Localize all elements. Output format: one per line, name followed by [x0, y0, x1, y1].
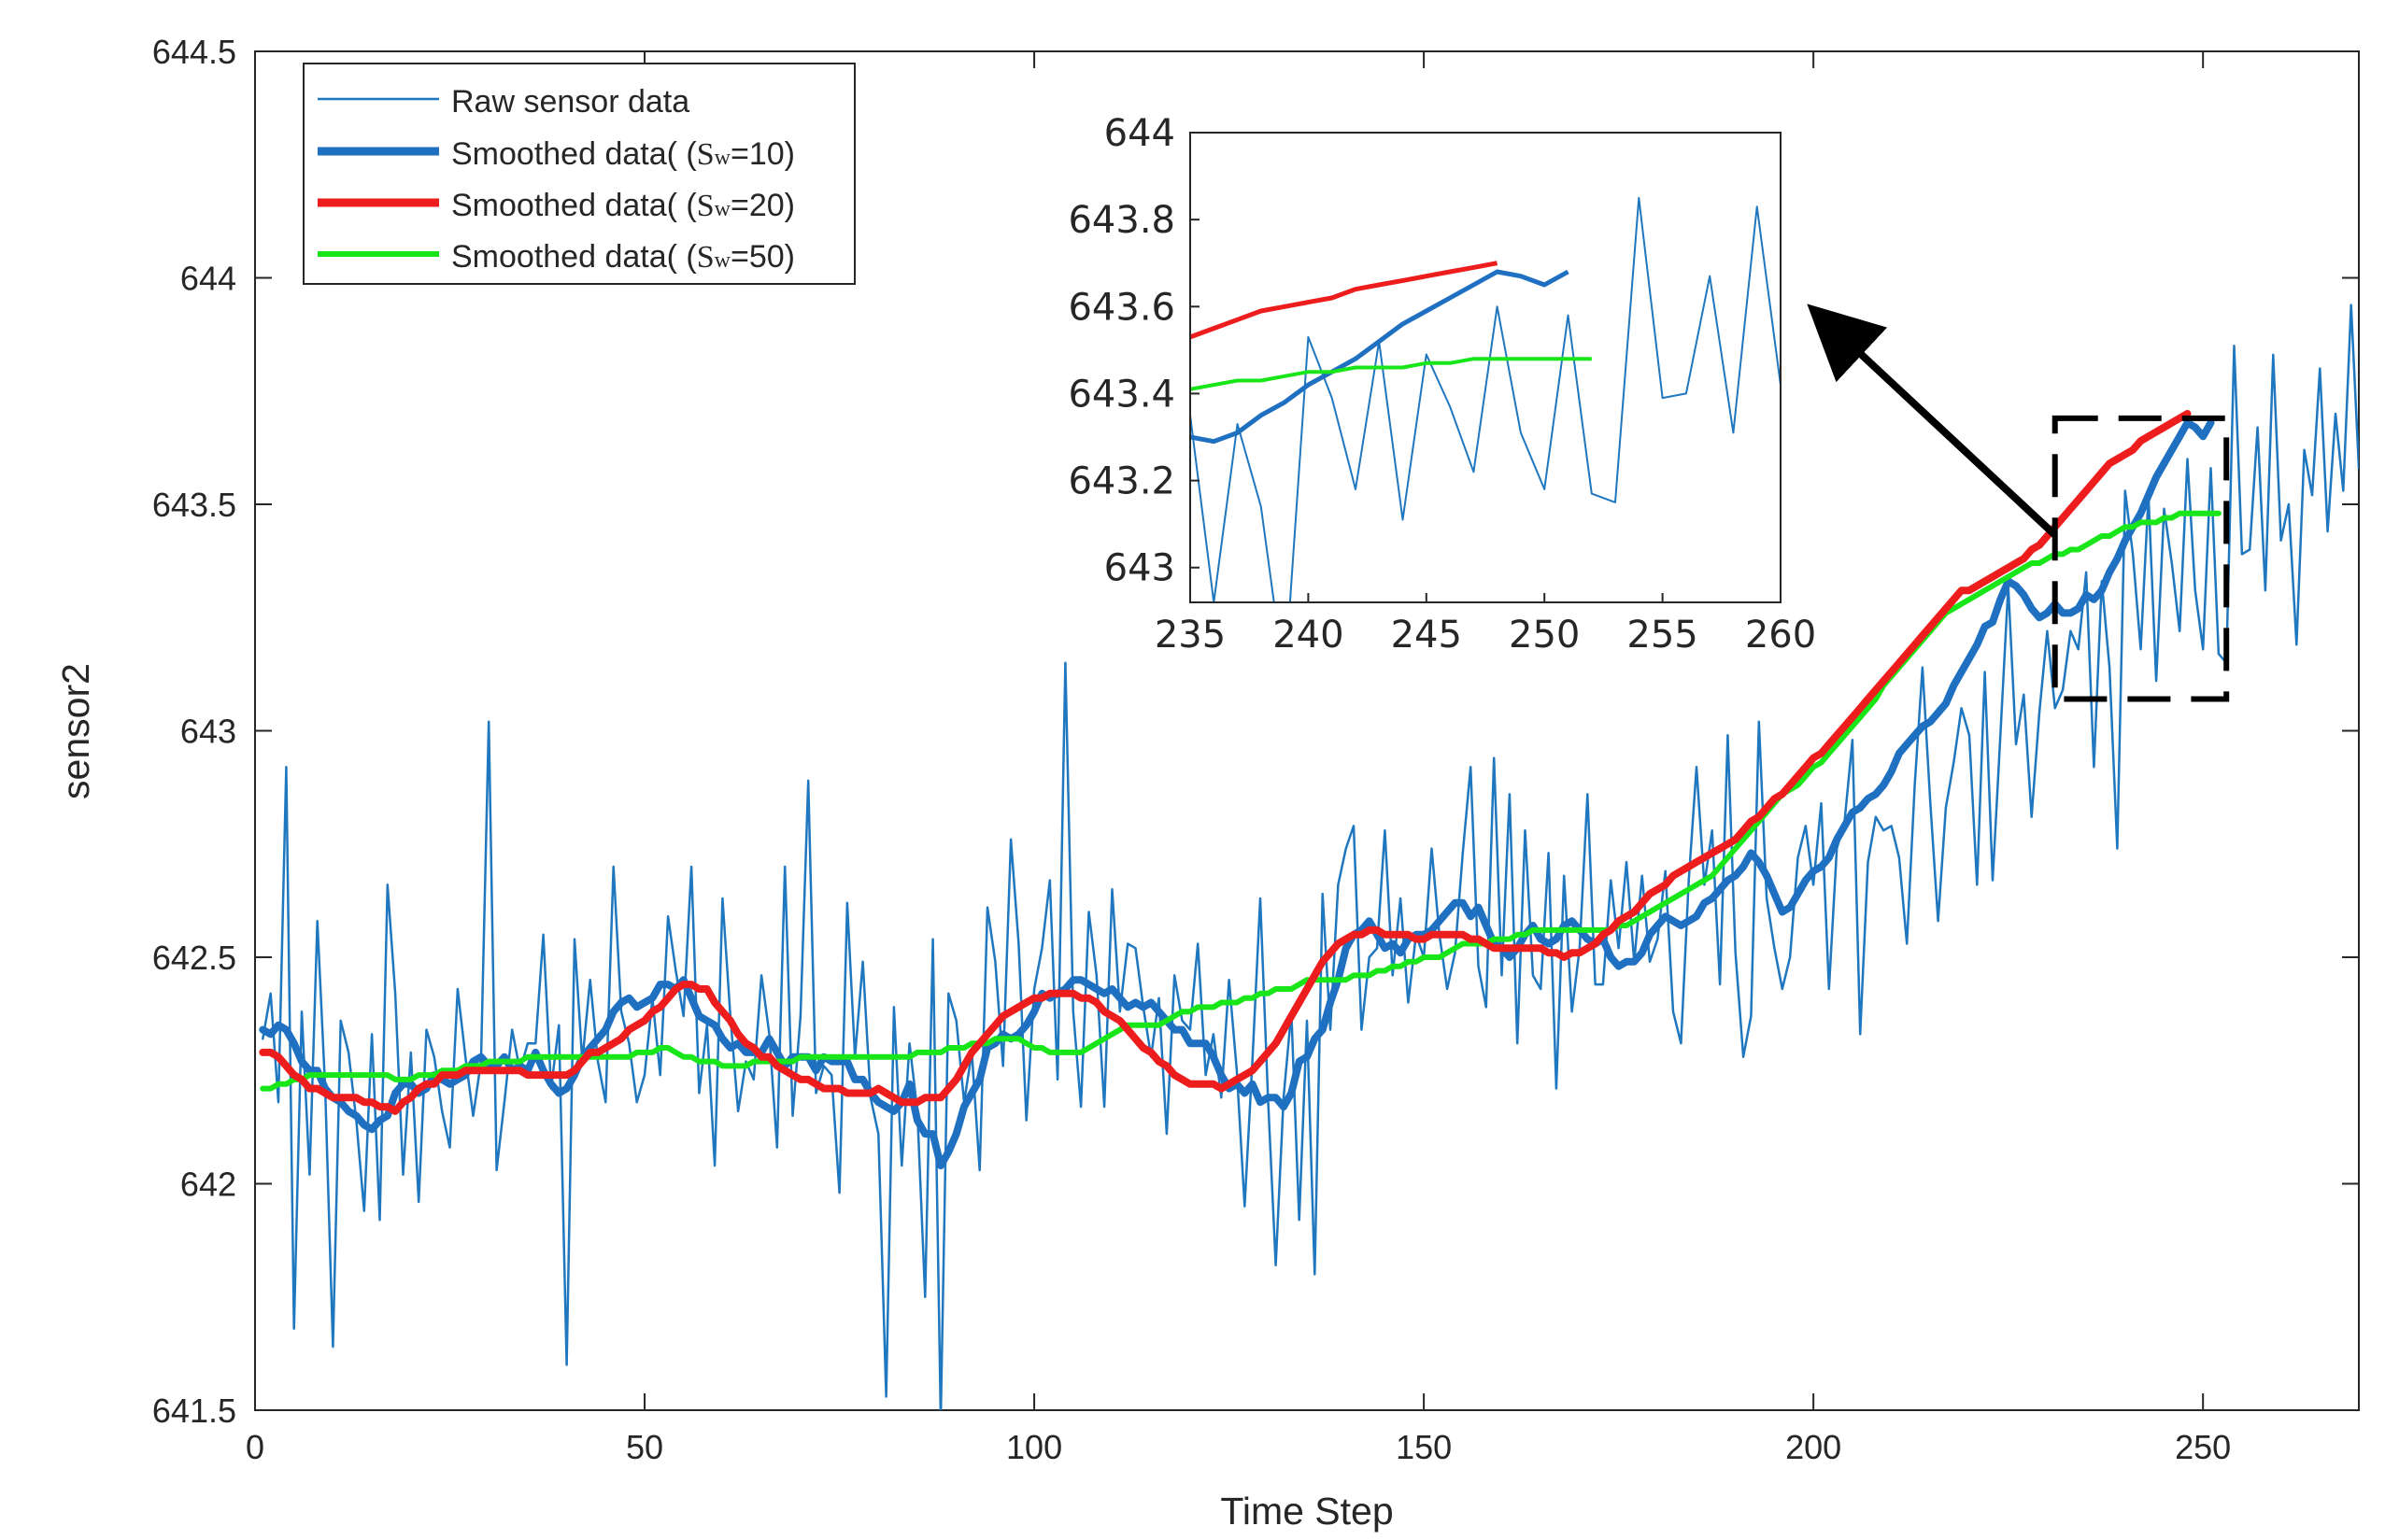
- inset-series-line-0: [1190, 196, 1781, 602]
- y-tick-label: 643: [180, 713, 236, 751]
- legend-label-sw10: Smoothed data( (Sw=10): [451, 136, 795, 172]
- legend-raw-text: Raw sensor data: [451, 84, 689, 120]
- y-tick-label: 642: [180, 1166, 236, 1204]
- legend-label-sw50: Smoothed data( (Sw=50): [451, 239, 795, 275]
- legend-sw50-sub: w: [715, 248, 731, 273]
- y-tick-label: 642.5: [152, 939, 236, 977]
- legend-label-raw: Raw sensor data: [451, 84, 689, 120]
- legend-sw50-suffix: =50): [731, 239, 795, 275]
- inset-y-tick-label: 643.4: [1068, 373, 1175, 416]
- x-tick-label: 200: [1785, 1428, 1841, 1466]
- inset-series-line-3: [1190, 357, 1592, 391]
- inset-x-tick-label: 250: [1509, 614, 1580, 657]
- x-axis-label: Time Step: [1220, 1490, 1393, 1533]
- series-line-0: [262, 304, 2359, 1410]
- legend-sw20-prefix: Smoothed data( (: [451, 188, 697, 223]
- legend-sw50-sym: S: [697, 240, 715, 275]
- x-tick-label: 150: [1396, 1428, 1452, 1466]
- x-tick-label: 250: [2175, 1428, 2231, 1466]
- legend-sw20-sub: w: [715, 197, 731, 221]
- inset-background: [1190, 133, 1781, 602]
- x-tick-label: 100: [1006, 1428, 1062, 1466]
- inset-y-tick-label: 643.6: [1068, 286, 1175, 329]
- y-axis-label: sensor2: [54, 663, 97, 799]
- inset-x-tick-label: 240: [1272, 614, 1343, 657]
- zoom-arrow: [1807, 304, 2058, 538]
- legend: Raw sensor data Smoothed data( (Sw=10) S…: [303, 63, 856, 285]
- y-tick-label: 644.5: [152, 33, 236, 71]
- x-tick-label: 0: [246, 1428, 264, 1466]
- inset-x-tick-label: 255: [1626, 614, 1697, 657]
- inset-plot: 235 240 245 250 255 260 643 643.2 643.4 643.6 643.…: [1068, 112, 1816, 657]
- legend-label-sw20: Smoothed data( (Sw=20): [451, 188, 795, 223]
- legend-sw50-prefix: Smoothed data( (: [451, 239, 697, 275]
- legend-sw10-suffix: =10): [731, 136, 795, 172]
- legend-sw20-sym: S: [697, 189, 715, 223]
- inset-frame: [1189, 132, 1782, 603]
- zoom-box: [2051, 415, 2230, 702]
- x-tick-label: 50: [626, 1428, 663, 1466]
- y-tick-label: 643.5: [152, 486, 236, 524]
- y-tick-label: 644: [180, 260, 236, 298]
- inset-y-tick-label: 643: [1104, 547, 1175, 590]
- legend-sw10-sym: S: [697, 137, 715, 172]
- inset-x-tick-label: 245: [1391, 614, 1462, 657]
- inset-y-tick-label: 643.2: [1068, 460, 1175, 503]
- y-tick-label: 641.5: [152, 1392, 236, 1430]
- inset-y-tick-label: 644: [1104, 112, 1175, 155]
- inset-series-line-1: [1190, 269, 1569, 445]
- legend-sw20-suffix: =20): [731, 188, 795, 223]
- inset-x-tick-label: 235: [1155, 614, 1226, 657]
- legend-sw10-sub: w: [715, 146, 731, 170]
- series-line-2: [259, 410, 2192, 1115]
- inset-y-tick-label: 643.8: [1068, 199, 1175, 242]
- inset-x-tick-label: 260: [1745, 614, 1816, 657]
- legend-sw10-prefix: Smoothed data( (: [451, 136, 697, 172]
- legend-box: [303, 63, 856, 285]
- inset-series-line-2: [1190, 261, 1498, 340]
